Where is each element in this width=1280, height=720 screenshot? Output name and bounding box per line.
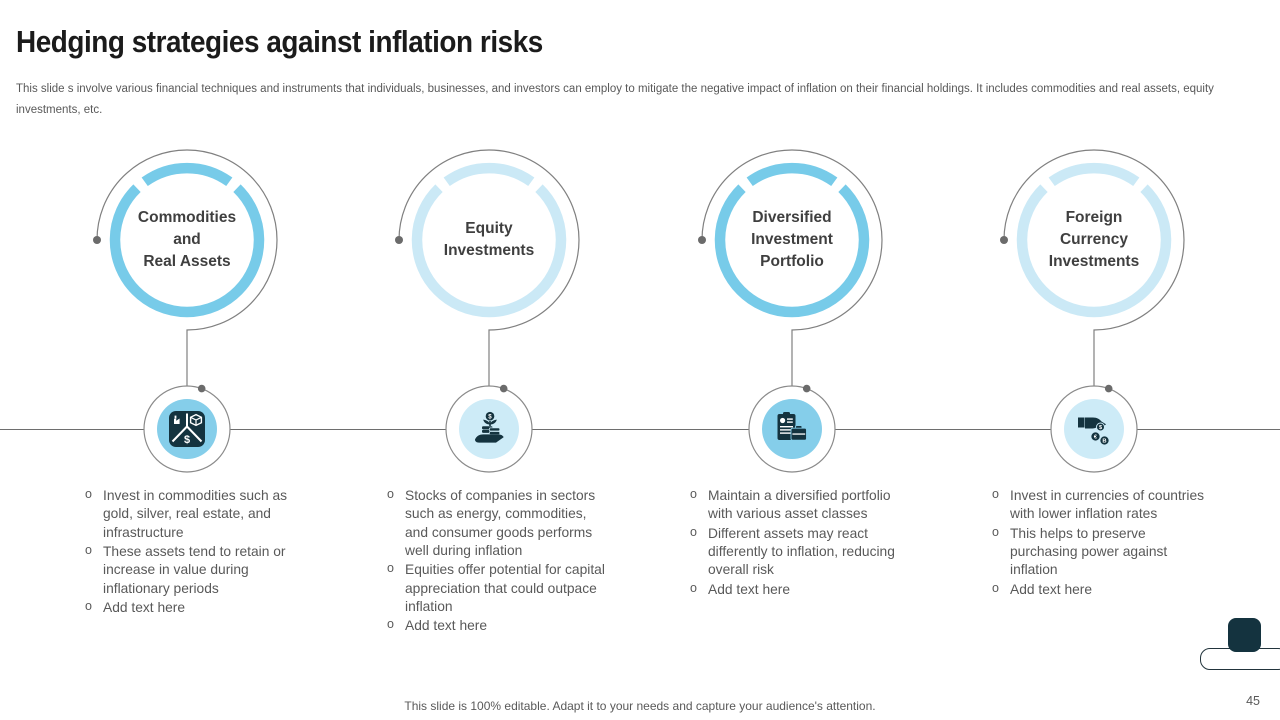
strategy-bullets: Maintain a diversified portfolio with va…	[689, 486, 911, 600]
commodities-real-assets-icon	[168, 410, 206, 448]
bullet-item: Different assets may react differently t…	[689, 524, 911, 580]
bullet-item: Add text here	[689, 580, 911, 599]
bullet-item: Equities offer potential for capital app…	[386, 560, 608, 616]
strategy-title: Foreign Currency Investments	[1048, 209, 1140, 270]
strategy-title: Diversified Investment Portfolio	[751, 209, 833, 270]
bullet-item: These assets tend to retain or increase …	[84, 542, 306, 598]
strategy-card-equity: Equity Investments Stocks of companies i…	[338, 140, 640, 633]
timeline-divider	[0, 429, 1280, 430]
strategy-bullets: Invest in commodities such as gold, silv…	[84, 486, 306, 618]
bullet-item: Stocks of companies in sectors such as e…	[386, 486, 608, 560]
bullet-item: Invest in commodities such as gold, silv…	[84, 486, 306, 542]
strategy-card-portfolio: Diversified Investment Portfolio Maintai…	[641, 140, 943, 597]
bullet-item: Add text here	[386, 616, 608, 635]
page-title: Hedging strategies against inflation ris…	[16, 24, 543, 59]
slide-description: This slide s involve various financial t…	[16, 83, 1214, 116]
strategy-bullets: Invest in currencies of countries with l…	[991, 486, 1213, 600]
icon-background	[1064, 399, 1124, 459]
bullet-item: Invest in currencies of countries with l…	[991, 486, 1213, 524]
bullet-item: Add text here	[84, 598, 306, 617]
bullet-item: Add text here	[991, 580, 1213, 599]
strategy-title: Commodities and Real Assets	[137, 209, 237, 270]
bullet-item: This helps to preserve purchasing power …	[991, 524, 1213, 580]
strategy-bullets: Stocks of companies in sectors such as e…	[386, 486, 608, 637]
strategy-card-commodities: Commodities and Real Assets Invest in co…	[36, 140, 338, 615]
strategy-card-foreign-currency: Foreign Currency Investments Invest in c…	[943, 140, 1245, 597]
page-number: 45	[1246, 694, 1260, 708]
strategy-title: Equity Investments	[443, 220, 535, 259]
editable-note: This slide is 100% editable. Adapt it to…	[404, 699, 876, 713]
bullet-item: Maintain a diversified portfolio with va…	[689, 486, 911, 524]
decor-square	[1228, 618, 1261, 652]
